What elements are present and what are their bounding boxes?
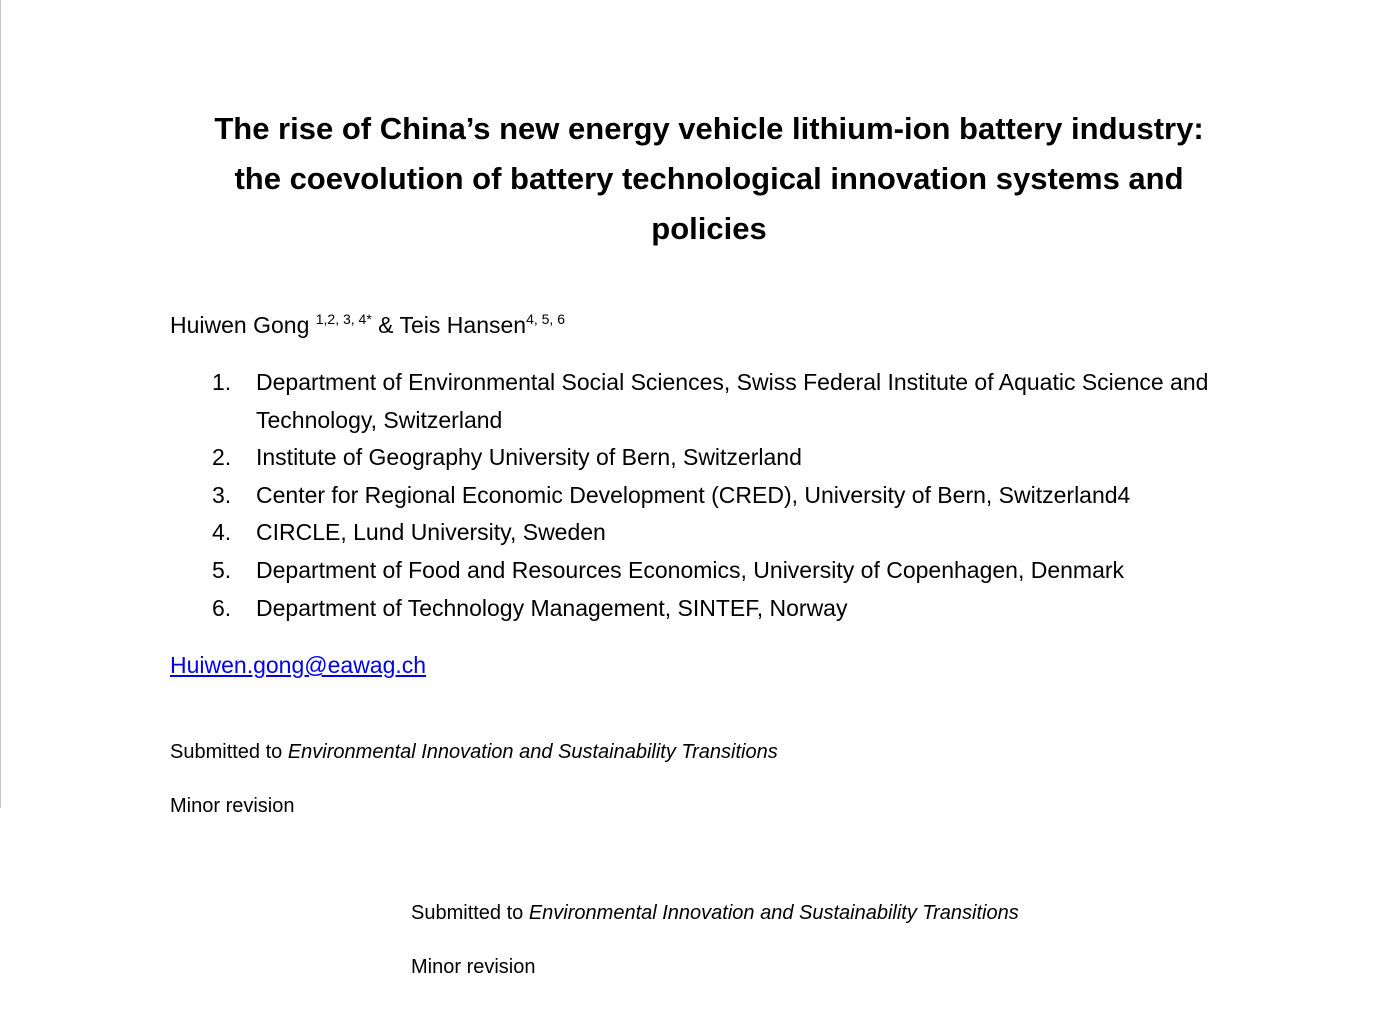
submission-note-repeat: Submitted to Environmental Innovation an… [411,898,1019,928]
affiliation-item: 4. CIRCLE, Lund University, Sweden [212,514,1252,552]
affiliation-text: Department of Food and Resources Economi… [256,556,1125,583]
affiliation-text: Department of Environmental Social Scien… [256,369,1209,433]
affiliation-item: 5. Department of Food and Resources Econ… [212,552,1252,590]
affiliation-text: CIRCLE, Lund University, Sweden [256,519,606,546]
affiliation-item: 6. Department of Technology Management, … [212,590,1252,628]
title-line-1: The rise of China’s new energy vehicle l… [214,111,1204,146]
affiliation-text: Center for Regional Economic Development… [256,481,1131,508]
author-2-name: & Teis Hansen [371,312,527,338]
affiliation-item: 2. Institute of Geography University of … [212,439,1252,477]
journal-name: Environmental Innovation and Sustainabil… [528,902,1019,924]
affiliation-number: 1. [212,369,232,395]
revision-status-repeat: Minor revision [411,956,536,978]
affiliation-item: 3. Center for Regional Economic Developm… [212,477,1252,515]
submission-prefix: Submitted to [411,902,529,924]
author-1-affiliations: 1,2, 3, 4* [315,311,372,327]
author-1-name: Huiwen Gong [170,312,316,338]
paper-title: The rise of China’s new energy vehicle l… [150,104,1268,254]
author-2-affiliations: 4, 5, 6 [526,311,565,327]
author-line: Huiwen Gong 1,2, 3, 4* & Teis Hansen4, 5… [170,308,565,342]
affiliation-number: 5. [212,556,232,583]
affiliation-item: 1. Department of Environmental Social Sc… [212,364,1252,439]
author-email-link[interactable]: Huiwen.gong@eawag.ch [170,652,427,678]
title-line-3: policies [651,211,767,246]
submission-note: Submitted to Environmental Innovation an… [170,737,778,767]
affiliation-number: 3. [212,481,232,508]
journal-name: Environmental Innovation and Sustainabil… [287,741,778,763]
revision-status: Minor revision [170,795,295,817]
affiliation-list: 1. Department of Environmental Social Sc… [212,364,1252,627]
affiliation-number: 4. [212,519,232,546]
affiliation-text: Department of Technology Management, SIN… [256,594,848,621]
affiliation-number: 2. [212,444,232,471]
affiliation-number: 6. [212,594,232,621]
title-line-2: the coevolution of battery technological… [234,161,1184,196]
page-edge [0,0,1,808]
affiliation-text: Institute of Geography University of Ber… [256,444,802,471]
submission-prefix: Submitted to [170,741,288,763]
